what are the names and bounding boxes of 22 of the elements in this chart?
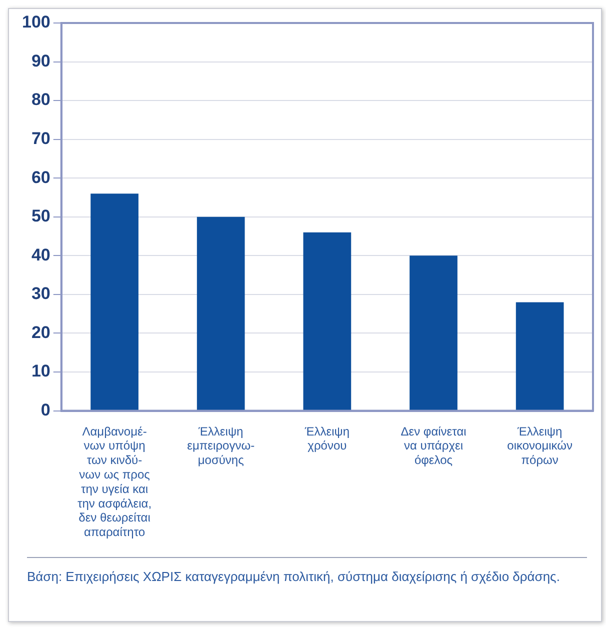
y-tick-label: 90 [31,51,50,70]
x-tick-label: Δεν φαίνεται να υπάρχει όφελος [400,424,467,468]
bar [410,256,458,410]
y-tick-label: 60 [31,168,50,187]
y-tick-label: 20 [31,322,50,342]
bar [303,232,352,410]
y-tick-label: 50 [31,206,50,226]
x-tick-label: Λαμβανομέ- νων υπόψη των κινδύ- νων ως προς την υγεία και την ασφάλεια, δεν θεωρείται απαραίτητο [77,424,152,540]
x-tick-label: Έλλειψη χρόνου [304,424,350,453]
bar [196,216,245,410]
text: Βάση: Επιχειρήσεις ΧΩΡΙΣ καταγεγραμμένη πολιτική, σύστημα διαχείρισης ή σχέδιο δράσης. [27,568,561,586]
y-tick-label: 100 [22,12,50,32]
y-tick-label: 40 [31,245,50,264]
bar [516,302,564,410]
y-tick-label: 70 [31,129,50,148]
y-tick-label: 0 [40,400,50,420]
x-tick-label: Έλλειψη εμπειρογνω- μοσύνης [187,424,255,468]
x-tick-label: Έλλειψη οικονομικών πόρων [507,424,573,468]
bar [90,194,138,410]
y-tick-label: 80 [31,90,50,110]
y-tick-label: 30 [31,284,50,304]
y-tick-label: 10 [31,362,50,381]
